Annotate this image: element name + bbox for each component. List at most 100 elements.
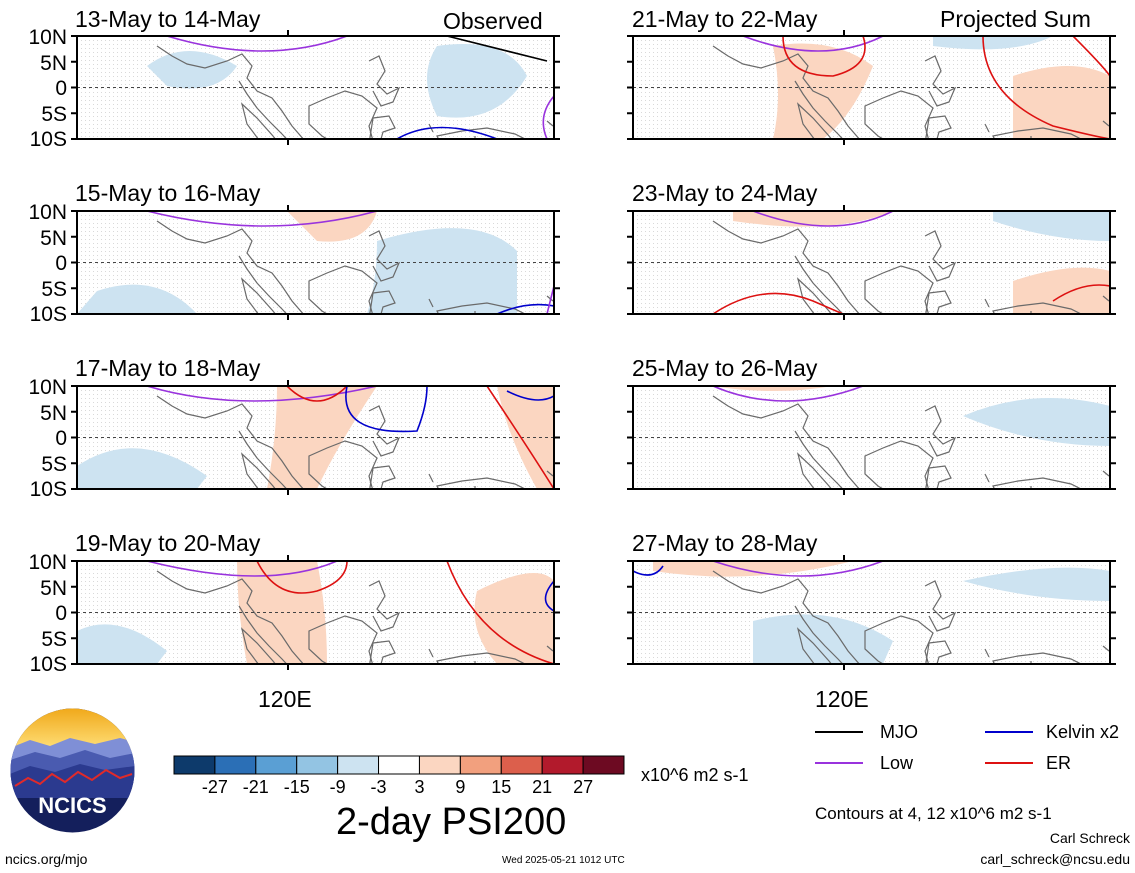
lat-label-10n: 10N [28, 376, 67, 399]
axis-ticks [71, 205, 560, 320]
colorbar-swatch [214, 755, 257, 775]
shading-region [77, 284, 197, 314]
colorbar-swatch [459, 755, 502, 775]
lat-label-5n: 5N [40, 52, 67, 75]
lat-label-eq: 0 [55, 252, 67, 275]
axis-ticks [627, 555, 1116, 670]
shading-region [427, 44, 527, 118]
axis-ticks [71, 380, 560, 495]
map-panel-3 [71, 380, 560, 495]
footer-author: Carl Schreck [1049, 830, 1130, 846]
contour-line [146, 386, 378, 402]
lat-label-10n: 10N [28, 551, 67, 574]
colorbar-tick-label: 21 [532, 777, 553, 797]
contour-line [146, 561, 338, 577]
colorbar-swatch [296, 755, 339, 775]
contour-line [166, 36, 348, 52]
footer-timestamp: Wed 2025-05-21 1012 UTC [502, 855, 625, 866]
panel-7-title: 25-May to 26-May [632, 355, 818, 381]
contour-line [486, 386, 554, 489]
lat-label-eq: 0 [55, 427, 67, 450]
lon-label-left: 120E [258, 686, 312, 712]
panel-1-title: 13-May to 14-May [75, 6, 261, 32]
lat-label-eq: 0 [55, 77, 67, 100]
footer-email[interactable]: carl_schreck@ncsu.edu [980, 851, 1130, 867]
contour-line [712, 292, 844, 314]
shading-region [147, 51, 237, 89]
shading-region [1013, 66, 1110, 139]
shading-region [367, 228, 517, 314]
lat-label-5n: 5N [40, 577, 67, 600]
colorbar-swatch [378, 755, 420, 775]
colorbar-swatch [582, 755, 625, 775]
lat-label-5s: 5S [41, 103, 67, 126]
contour-line [712, 386, 864, 402]
contour-line [542, 95, 554, 139]
legend-lines-left [815, 731, 863, 764]
contour-line [286, 386, 348, 402]
lat-label-5s: 5S [41, 453, 67, 476]
colorbar-tick-label: -3 [370, 777, 387, 797]
panel-2-title: 15-May to 16-May [75, 180, 261, 206]
contour-line [712, 561, 884, 577]
shading-region [753, 614, 893, 664]
contour-line [345, 386, 428, 433]
colorbar-tick-label: 3 [414, 777, 425, 797]
contour-line [446, 36, 548, 62]
shading-region [713, 386, 833, 391]
colorbar-units: x10^6 m2 s-1 [641, 765, 749, 785]
colorbar-swatch [418, 755, 461, 775]
shading-region [653, 561, 853, 577]
colorbar-tick-label: 15 [491, 777, 512, 797]
contour-line [506, 390, 554, 401]
shading-region [77, 448, 207, 489]
map-panel-4 [71, 555, 560, 670]
axis-ticks [627, 205, 1116, 320]
shading-region [993, 211, 1110, 241]
colorbar-swatch [173, 755, 216, 775]
contour-line [446, 561, 554, 664]
contour-line [544, 580, 554, 612]
contour-line [1072, 36, 1110, 77]
shading-region [77, 624, 167, 664]
panel-3-title: 17-May to 18-May [75, 355, 261, 381]
map-panel-8 [627, 555, 1116, 670]
shading-region [474, 573, 554, 664]
lat-label-5s: 5S [41, 278, 67, 301]
contour-line [742, 36, 884, 52]
contour-line [546, 285, 554, 314]
contour-line [1052, 284, 1110, 302]
contour-line [782, 36, 866, 77]
lat-label-10s: 10S [29, 128, 67, 151]
legend-mjo-label: MJO [880, 722, 918, 742]
legend-er-label: ER [1046, 753, 1072, 773]
contour-line [982, 36, 1110, 139]
colorbar-tick-label: 9 [455, 777, 466, 797]
colorbar-tick-label: -15 [283, 777, 310, 797]
map-panel-5 [627, 30, 1116, 145]
map-panel-2 [71, 205, 560, 320]
shading-region [497, 386, 554, 489]
footer-url[interactable]: ncics.org/mjo [5, 851, 88, 867]
panel-8-title: 27-May to 28-May [632, 530, 818, 556]
panel-1-label: Observed [443, 8, 543, 34]
shading-region [733, 211, 893, 227]
colorbar-tick-label: -27 [201, 777, 228, 797]
colorbar-swatch [500, 755, 543, 775]
contour-line [633, 565, 664, 576]
contours-note: Contours at 4, 12 x10^6 m2 s-1 [815, 804, 1052, 823]
panel-5-title: 21-May to 22-May [632, 6, 818, 32]
shading-region [963, 398, 1110, 446]
colorbar-swatch [337, 755, 380, 775]
contour-line [396, 126, 498, 139]
shading-region [963, 567, 1110, 601]
legend-kelvin-label: Kelvin x2 [1046, 722, 1120, 742]
lat-label-10s: 10S [29, 653, 67, 676]
main-title: 2-day PSI200 [336, 801, 567, 843]
lon-label-right: 120E [815, 686, 869, 712]
contour-line [256, 561, 348, 594]
axis-ticks [627, 30, 1116, 145]
lat-label-5s: 5S [41, 628, 67, 651]
lat-label-eq: 0 [55, 602, 67, 625]
map-panel-1 [71, 30, 560, 145]
